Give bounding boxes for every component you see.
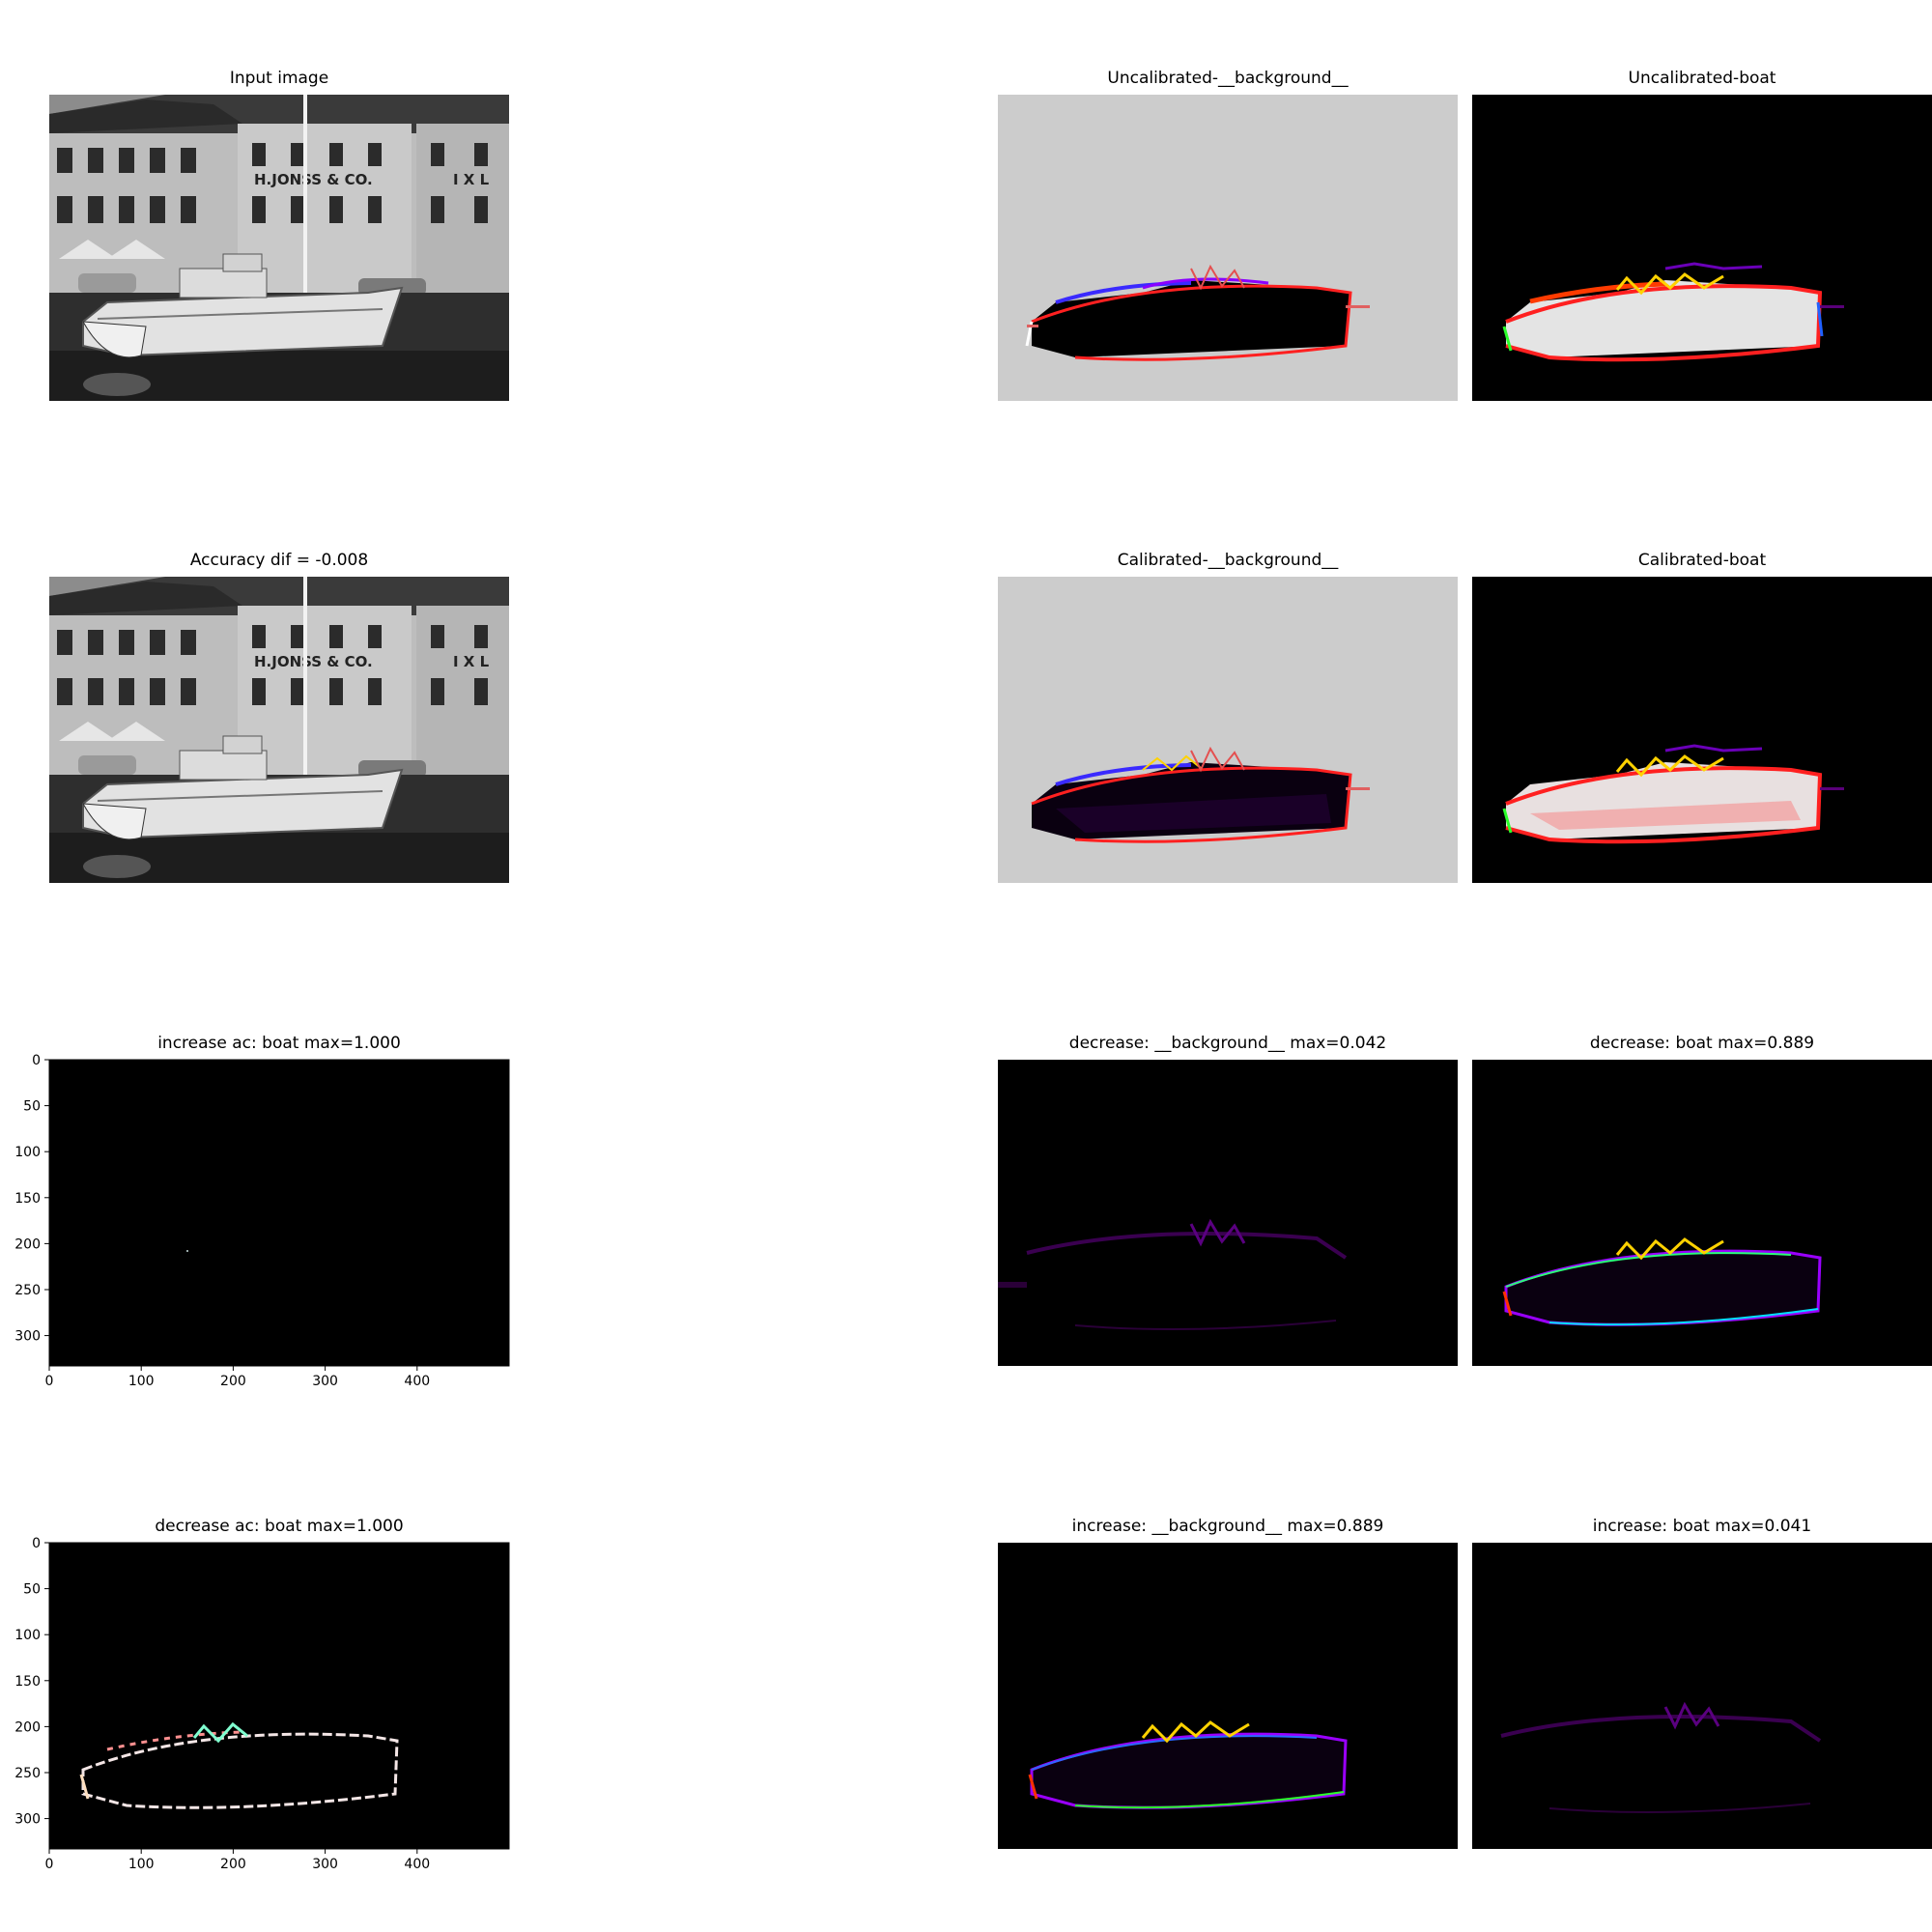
heatmap-decrease-ac [49,1543,509,1849]
panel-title: decrease: __background__ max=0.042 [1068,1034,1387,1053]
y-tick-label: 250 [14,1283,41,1298]
axes-increase-ac: 0 100 200 300 400 0 50 100 150 200 250 300 [14,1053,510,1389]
axes-decrease-ac: 0 100 200 300 400 0 50 100 150 200 250 300 [14,1536,510,1872]
panel-increase-boat: increase: boat max=0.041 [1472,1517,1932,1849]
y-tick-label: 100 [14,1145,41,1160]
panel-title: increase: boat max=0.041 [1592,1517,1812,1536]
panel-title: Uncalibrated-boat [1628,69,1776,88]
heatmap-uncalibrated-boat [1472,95,1932,401]
panel-title: Calibrated-boat [1637,551,1767,570]
x-tick-label: 200 [220,1374,246,1389]
input-photo: H.JONSS & CO. I X L [49,95,509,401]
heatmap-increase-boat [1472,1543,1932,1849]
panel-increase-background: increase: __background__ max=0.889 [998,1517,1458,1849]
y-tick-label: 50 [23,1582,41,1598]
panel-title: Input image [229,69,329,88]
heatmap-increase-background [998,1543,1458,1849]
heatmap-calibrated-boat [1472,577,1932,883]
x-tick-label: 100 [128,1374,155,1389]
axes-frame [48,1059,510,1367]
sign-text-2: I X L [453,171,490,188]
x-tick-label: 200 [220,1857,246,1872]
x-tick-label: 300 [312,1857,338,1872]
y-tick-label: 50 [23,1099,41,1115]
panel-calibrated-background: Calibrated-__background__ [998,551,1458,883]
sign-text-2: I X L [453,653,490,670]
panel-title: Uncalibrated-__background__ [1107,69,1349,88]
y-tick-label: 250 [14,1766,41,1781]
y-tick-label: 200 [14,1719,41,1735]
panel-title: decrease ac: boat max=1.000 [155,1517,404,1536]
panel-title: Calibrated-__background__ [1117,551,1339,570]
panel-decrease-ac: decrease ac: boat max=1.000 0 100 200 300 40… [14,1517,510,1872]
panel-input-image: Input image H.JONSS & CO. I X L [49,69,509,401]
panel-decrease-background: decrease: __background__ max=0.042 [998,1034,1458,1366]
panel-title: decrease: boat max=0.889 [1589,1034,1815,1053]
accuracy-photo: H.JONSS & CO. I X L [49,577,509,883]
panel-increase-ac: increase ac: boat max=1.000 0 100 200 300 40… [14,1034,510,1389]
panel-accuracy-dif: Accuracy dif = -0.008 H.JONSS & CO. I X … [49,551,509,883]
sign-text: H.JONSS & CO. [254,653,373,670]
axes-frame [48,1542,510,1850]
panel-title: increase: __background__ max=0.889 [1071,1517,1384,1536]
x-tick-label: 400 [404,1857,430,1872]
y-tick-label: 100 [14,1628,41,1643]
panel-title: increase ac: boat max=1.000 [157,1034,401,1053]
y-tick-label: 150 [14,1674,41,1690]
x-tick-label: 0 [45,1374,54,1389]
x-tick-label: 0 [45,1857,54,1872]
heatmap-calibrated-background [998,577,1458,883]
x-tick-label: 100 [128,1857,155,1872]
y-tick-label: 300 [14,1329,41,1345]
y-tick-label: 0 [32,1053,41,1068]
heatmap-decrease-background [998,1060,1458,1366]
x-tick-label: 400 [404,1374,430,1389]
y-tick-label: 150 [14,1191,41,1207]
panel-decrease-boat: decrease: boat max=0.889 [1472,1034,1932,1366]
y-tick-label: 200 [14,1236,41,1252]
x-tick-label: 300 [312,1374,338,1389]
heatmap-uncalibrated-background [998,95,1458,401]
heatmap-increase-ac [49,1060,509,1366]
panel-uncalibrated-boat: Uncalibrated-boat [1472,69,1932,401]
panel-calibrated-boat: Calibrated-boat [1472,551,1932,883]
y-tick-label: 0 [32,1536,41,1551]
panel-title: Accuracy dif = -0.008 [189,551,369,570]
panel-uncalibrated-background: Uncalibrated-__background__ [998,69,1458,401]
y-tick-label: 300 [14,1812,41,1828]
heatmap-decrease-boat [1472,1060,1932,1366]
sign-text: H.JONSS & CO. [254,171,373,188]
